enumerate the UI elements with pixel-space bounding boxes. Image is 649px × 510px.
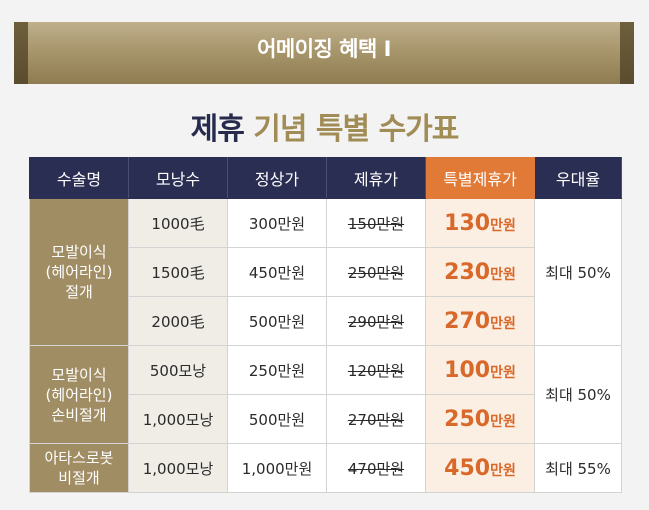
banner-label: 어메이징 혜택 Ⅰ xyxy=(257,37,391,61)
partner-price: 290만원 xyxy=(326,296,426,346)
partner-price: 250만원 xyxy=(326,247,426,297)
table-row: 아타스로봇 비절개 1,000모낭 1,000만원 470만원 450만원 최대… xyxy=(29,443,622,493)
special-price: 130만원 xyxy=(425,198,535,248)
surgery-name: 모발이식 (헤어라인) 절개 xyxy=(29,198,129,346)
table-header-row: 수술명 모낭수 정상가 제휴가 특별제휴가 우대율 xyxy=(29,157,622,199)
table-row: 모발이식 (헤어라인) 손비절개 500모낭 250만원 120만원 100만원… xyxy=(29,345,622,444)
special-price: 250만원 xyxy=(425,394,535,444)
surgery-name-line: 절개 xyxy=(65,283,93,301)
benefit-banner: 어메이징 혜택 Ⅰ xyxy=(14,22,634,84)
surgery-name-line: 비절개 xyxy=(58,469,100,487)
graft-count: 1,000모낭 xyxy=(128,394,228,444)
discount-rate: 최대 50% xyxy=(534,198,622,346)
header-regular: 정상가 xyxy=(227,157,327,199)
header-count: 모낭수 xyxy=(128,157,228,199)
header-partner: 제휴가 xyxy=(326,157,426,199)
graft-count: 500모낭 xyxy=(128,345,228,395)
title-part1: 제휴 xyxy=(190,112,245,147)
regular-price: 450만원 xyxy=(227,247,327,297)
banner-fold-right xyxy=(620,22,634,84)
table-row: 1500毛 450만원 250만원 230만원 xyxy=(30,247,622,297)
discount-rate: 최대 55% xyxy=(534,443,622,493)
graft-count: 1,000모낭 xyxy=(128,443,228,493)
discount-rate: 최대 50% xyxy=(534,345,622,444)
regular-price: 500만원 xyxy=(227,296,327,346)
surgery-name-line: (헤어라인) xyxy=(45,263,113,281)
graft-count: 2000毛 xyxy=(128,296,228,346)
surgery-name-line: 모발이식 xyxy=(51,243,107,261)
special-price: 230만원 xyxy=(425,247,535,297)
partner-price: 270만원 xyxy=(326,394,426,444)
special-price: 450만원 xyxy=(425,443,535,493)
surgery-name: 모발이식 (헤어라인) 손비절개 xyxy=(29,345,129,444)
graft-count: 1000毛 xyxy=(128,198,228,248)
price-table: 수술명 모낭수 정상가 제휴가 특별제휴가 우대율 모발이식 (헤어라인) 절개… xyxy=(29,157,622,493)
special-price: 100만원 xyxy=(425,345,535,395)
banner-plate xyxy=(14,22,634,84)
table-row: 2000毛 500만원 290만원 270만원 xyxy=(30,296,622,346)
regular-price: 1,000만원 xyxy=(227,443,327,493)
banner-fold-left xyxy=(14,22,28,84)
regular-price: 300만원 xyxy=(227,198,327,248)
page-title: 제휴 기념 특별 수가표 xyxy=(0,104,649,148)
surgery-name: 아타스로봇 비절개 xyxy=(29,443,129,493)
table-row: 모발이식 (헤어라인) 절개 1000毛 300만원 150만원 130만원 최… xyxy=(29,198,622,346)
partner-price: 120만원 xyxy=(326,345,426,395)
table-row: 1,000모낭 500만원 270만원 250만원 xyxy=(30,394,622,444)
surgery-name-line: 모발이식 xyxy=(51,365,107,384)
surgery-name-line: (헤어라인) xyxy=(45,385,113,404)
header-special: 특별제휴가 xyxy=(425,157,535,199)
surgery-name-line: 아타스로봇 xyxy=(44,449,114,467)
special-price: 270만원 xyxy=(425,296,535,346)
regular-price: 500만원 xyxy=(227,394,327,444)
title-part2: 기념 특별 수가표 xyxy=(253,112,459,147)
regular-price: 250만원 xyxy=(227,345,327,395)
header-discount: 우대율 xyxy=(534,157,622,199)
header-surgery: 수술명 xyxy=(29,157,129,199)
partner-price: 470만원 xyxy=(326,443,426,493)
surgery-name-line: 손비절개 xyxy=(51,405,107,424)
graft-count: 1500毛 xyxy=(128,247,228,297)
partner-price: 150만원 xyxy=(326,198,426,248)
